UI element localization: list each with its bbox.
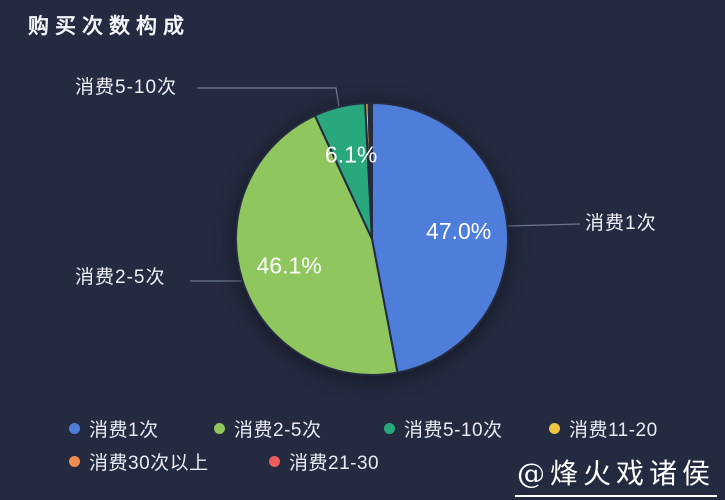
pie-pct-label-1: 46.1% [257,253,322,279]
legend-label: 消费21-30 [289,452,380,474]
legend-item-consume-2-5[interactable]: 消费2-5次 [214,416,322,441]
pie-pct-label-0: 47.0% [426,218,491,244]
legend-dot-icon [69,455,80,467]
legend-item-consume-11-20[interactable]: 消费11-20 [549,416,658,441]
legend-dot-icon [69,422,80,434]
legend-dot-icon [384,422,395,434]
legend-dot-icon [549,422,560,434]
callout-label-consume-2-5: 消费2-5次 [75,267,166,288]
pie-slice-0[interactable] [371,101,509,374]
legend-dot-icon [214,422,225,434]
callout-label-consume-5-10: 消费5-10次 [75,77,178,98]
legend-label: 消费30次以上 [89,452,209,474]
legend-label: 消费11-20 [569,419,658,441]
legend-dot-icon [269,455,280,467]
legend-item-consume-30-plus[interactable]: 消费30次以上 [69,449,209,474]
page-title: 购买次数构成 [28,15,190,38]
pie-slice-5[interactable] [369,101,373,240]
pie-pct-label-2: 6.1% [325,142,377,168]
leader-line-0 [506,223,581,227]
legend-item-consume-21-30[interactable]: 消费21-30 [269,449,380,474]
legend-label: 消费2-5次 [234,419,322,441]
callout-label-consume-1: 消费1次 [585,213,657,234]
legend-label: 消费1次 [89,419,159,441]
leader-line-2 [197,87,340,108]
legend-item-consume-5-10[interactable]: 消费5-10次 [384,416,503,441]
legend-label: 消费5-10次 [404,419,503,441]
watermark: @烽火戏诸侯 [514,452,717,497]
pie-slice-1[interactable] [235,114,399,376]
legend-item-consume-1[interactable]: 消费1次 [69,416,159,441]
